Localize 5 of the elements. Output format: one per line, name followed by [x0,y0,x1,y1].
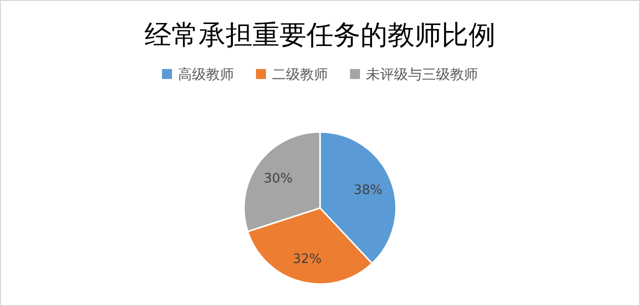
legend-label: 二级教师 [272,67,328,83]
legend: 高级教师 二级教师 未评级与三级教师 [162,67,478,83]
legend-label: 高级教师 [178,67,234,83]
title: 经常承担重要任务的教师比例 [144,20,496,51]
legend-label: 未评级与三级教师 [366,67,478,83]
